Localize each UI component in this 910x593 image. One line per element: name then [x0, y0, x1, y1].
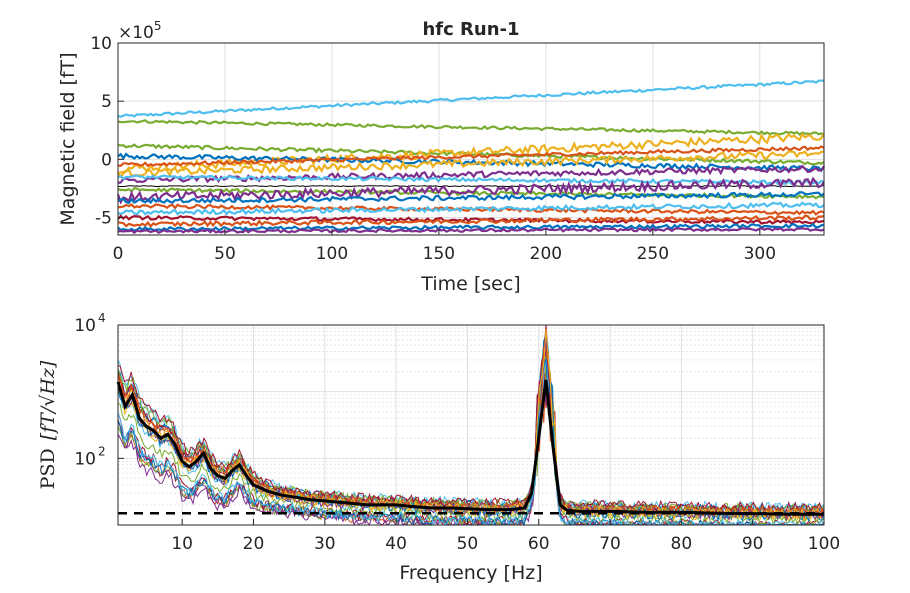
field-series-line — [117, 150, 825, 179]
x-tick-label: 80 — [671, 534, 693, 554]
psd-channel-line — [117, 324, 825, 514]
exponent-label: ×105 — [118, 19, 162, 43]
field-series-line — [117, 145, 825, 168]
x-tick-label: 0 — [113, 244, 124, 264]
field-series-line — [117, 214, 825, 225]
x-tick-label: 100 — [316, 244, 348, 264]
y-tick-exponent: 2 — [98, 444, 106, 458]
time-axis-label: Time [sec] — [420, 273, 520, 295]
field-series-line — [117, 201, 825, 216]
x-tick-label: 150 — [423, 244, 455, 264]
field-series-line — [117, 132, 825, 174]
x-tick-label: 200 — [530, 244, 562, 264]
x-tick-label: 20 — [243, 534, 265, 554]
field-series-line — [117, 185, 825, 188]
x-tick-label: 70 — [599, 534, 621, 554]
psd-axis-label-text: PSD — [37, 448, 59, 489]
x-tick-label: 40 — [385, 534, 407, 554]
time-series-axes — [118, 43, 824, 235]
y-tick-label: -5 — [95, 209, 112, 229]
field-series-line — [117, 79, 825, 118]
psd-mean-line — [116, 379, 824, 516]
psd-axes — [118, 325, 824, 525]
field-series-line — [117, 222, 825, 232]
x-tick-label: 90 — [742, 534, 764, 554]
exponent-base: ×10 — [118, 23, 154, 43]
x-tick-label: 300 — [744, 244, 776, 264]
x-tick-label: 10 — [171, 534, 193, 554]
y-tick-label: 0 — [101, 150, 112, 170]
field-series-line — [117, 226, 825, 235]
y-tick-label: 10 — [74, 449, 96, 469]
time-series-frame — [117, 42, 825, 236]
field-series-line — [117, 119, 825, 136]
axes-box — [117, 42, 825, 236]
y-tick-label: 5 — [101, 92, 112, 112]
psd-axis-unit: [fT/√Hz] — [37, 360, 59, 440]
psd-channel-line — [117, 358, 825, 527]
y-tick-label: 10 — [74, 316, 96, 336]
x-tick-label: 50 — [214, 244, 236, 264]
exponent-power: 5 — [154, 19, 162, 33]
field-series-line — [117, 214, 825, 229]
y-tick-exponent: 4 — [98, 311, 106, 325]
time-series-lines — [116, 79, 825, 235]
psd-frame — [117, 324, 825, 526]
field-series-line — [117, 191, 825, 205]
psd-axis-label: PSD [fT/√Hz] — [37, 360, 59, 489]
axes-box — [117, 324, 825, 526]
x-tick-label: 30 — [314, 534, 336, 554]
frequency-axis-label: Frequency [Hz] — [399, 562, 542, 584]
field-series-line — [117, 174, 825, 186]
field-series-line — [116, 176, 825, 205]
x-tick-label: 60 — [528, 534, 550, 554]
chart-title: hfc Run-1 — [422, 19, 519, 40]
magnetic-field-axis-label: Magnetic field [fT] — [57, 52, 79, 225]
psd-channel-line — [117, 358, 825, 523]
y-tick-label: 10 — [90, 34, 112, 54]
x-tick-label: 250 — [637, 244, 669, 264]
x-tick-label: 50 — [457, 534, 479, 554]
psd-grid — [118, 325, 825, 525]
x-tick-label: 100 — [808, 534, 840, 554]
